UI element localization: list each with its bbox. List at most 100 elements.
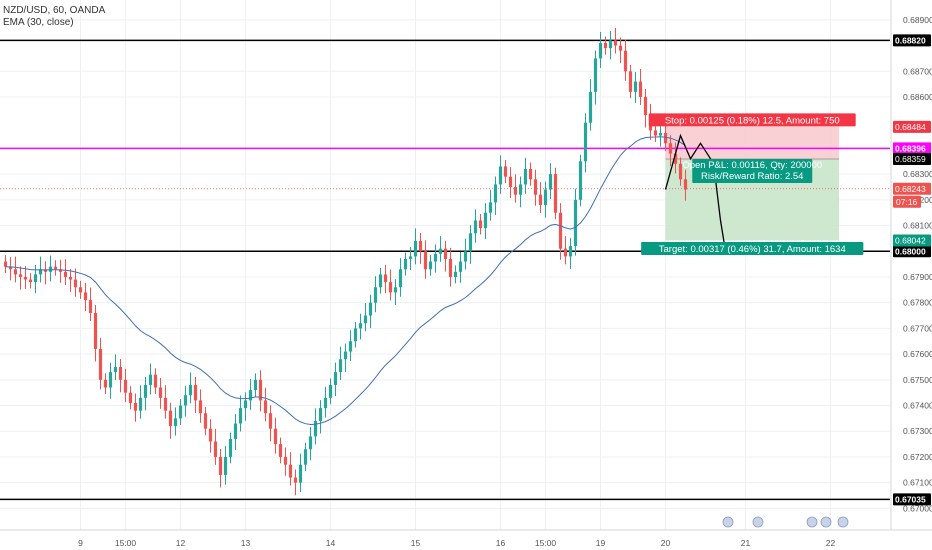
candle-body (123, 379, 128, 393)
price-tick-label: 0.67600 (903, 349, 932, 359)
level-tag-text: 0.68000 (895, 246, 926, 256)
candle-body (608, 40, 613, 49)
candle-body (253, 379, 258, 391)
open-pl-label-text: Open P&L: 0.00116, Qty: 200000 (682, 160, 822, 171)
projection-path[interactable] (664, 133, 727, 252)
candle-body (573, 199, 578, 247)
candle-body (43, 269, 48, 272)
candle-body (663, 132, 668, 144)
candle-body (63, 271, 68, 277)
time-tick-label: 16 (496, 538, 506, 548)
candle-body (683, 179, 688, 190)
price-tag-text: 0.68484 (895, 122, 926, 132)
indicator-label: EMA (30, close) (3, 17, 74, 28)
event-flag-icon (722, 516, 734, 528)
economic-events[interactable] (722, 516, 849, 528)
price-tick-label: 0.67500 (903, 375, 932, 385)
candle-body (418, 240, 423, 252)
countdown-tag (893, 195, 921, 208)
candle-body (28, 279, 33, 283)
candle-body (398, 269, 403, 288)
level-tag-text: 0.67035 (895, 494, 926, 504)
price-tick-label: 0.67200 (903, 452, 932, 462)
candle-body (428, 261, 433, 270)
grid (0, 0, 890, 530)
price-tick-label: 0.67100 (903, 478, 932, 488)
price-tick-label: 0.68600 (903, 92, 932, 102)
candle-body (153, 374, 158, 388)
candle-body (268, 413, 273, 429)
candle-body (658, 132, 663, 136)
candle-body (278, 444, 283, 457)
time-tick-label: 21 (741, 538, 751, 548)
candle-body (558, 212, 563, 249)
candle-body (108, 372, 113, 388)
level-tag-text: 0.68396 (895, 143, 926, 153)
price-axis: 0.689000.687000.686000.683000.682000.681… (890, 0, 932, 530)
candle-body (288, 464, 293, 478)
candle-body (303, 449, 308, 465)
candle-body (328, 384, 333, 398)
candle-body (138, 397, 143, 411)
candle-body (83, 292, 88, 301)
candle-body (408, 256, 413, 259)
candle-body (568, 246, 573, 257)
open-pl-label-bg (692, 158, 813, 183)
candle-body (483, 212, 488, 229)
candle-body (578, 161, 583, 200)
candle-body (633, 81, 638, 92)
candle-body (373, 287, 378, 303)
candle-body (478, 220, 483, 229)
candle-body (528, 168, 533, 180)
time-tick-label: 15:00 (115, 538, 137, 548)
open-pl-label-text: Risk/Reward Ratio: 2.54 (701, 171, 803, 182)
candle-body (13, 269, 18, 275)
candle-body (523, 168, 528, 185)
time-tick-label: 15 (411, 538, 421, 548)
candle-body (128, 392, 133, 403)
candle-body (178, 405, 183, 419)
candle-body (48, 266, 53, 272)
candle-body (103, 379, 108, 388)
candle-body (378, 274, 383, 288)
price-tick-label: 0.67000 (903, 503, 932, 513)
candle-body (183, 395, 188, 406)
target-label-text: Target: 0.00317 (0.46%) 31.7, Amount: 16… (659, 244, 846, 255)
candle-body (668, 143, 673, 154)
candle-body (148, 374, 153, 385)
event-flag-icon (837, 516, 849, 528)
candle-body (258, 379, 263, 401)
target-label-bg (641, 241, 864, 255)
candle-body (333, 372, 338, 385)
candle-body (338, 359, 343, 373)
candle-body (643, 96, 648, 115)
candle-body (228, 438, 233, 457)
candle-body (368, 302, 373, 316)
candle-body (88, 300, 93, 313)
event-flag-icon (820, 516, 832, 528)
candle-body (438, 248, 443, 254)
event-flag-icon (806, 516, 818, 528)
time-tick-label: 9 (78, 538, 83, 548)
candle-body (588, 91, 593, 123)
candle-body (343, 351, 348, 360)
time-tick-label: 13 (241, 538, 251, 548)
candle-body (603, 42, 608, 49)
candle-body (493, 184, 498, 203)
level-tag (893, 493, 931, 506)
position-zones[interactable] (665, 126, 840, 241)
candles (3, 27, 688, 496)
candle-body (638, 81, 643, 97)
candle-body (38, 269, 43, 275)
time-tick-label: 20 (661, 538, 671, 548)
candle-body (238, 408, 243, 424)
candle-body (243, 400, 248, 409)
price-tick-label: 0.67400 (903, 401, 932, 411)
candle-body (348, 341, 353, 352)
price-tag (893, 182, 931, 195)
level-tag-text: 0.68820 (895, 35, 926, 45)
candle-body (538, 194, 543, 205)
candle-body (263, 400, 268, 414)
candle-body (293, 477, 298, 483)
